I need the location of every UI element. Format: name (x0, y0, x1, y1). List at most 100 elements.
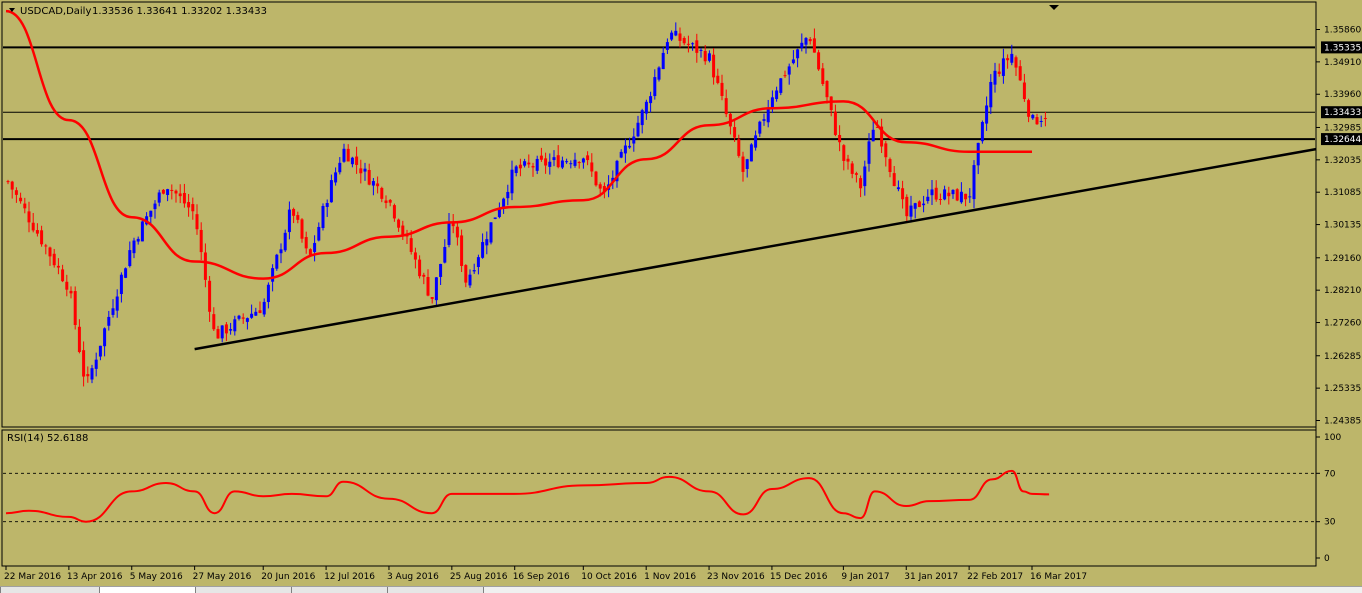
shift-marker-icon[interactable] (1049, 5, 1059, 10)
candle-body (938, 199, 942, 201)
candle-body (770, 97, 774, 108)
candle-body (800, 42, 804, 48)
candle-body (930, 189, 934, 196)
candle-body (510, 169, 514, 194)
rsi-tick-label: 30 (1324, 518, 1336, 528)
candle-body (989, 81, 993, 108)
candle-body (182, 192, 186, 204)
candle-body (313, 242, 317, 252)
candle-body (523, 161, 527, 166)
candle-body (796, 49, 800, 59)
candle-body (220, 325, 224, 339)
candle-body (842, 145, 846, 161)
candle-body (850, 163, 854, 174)
candle-body (1039, 120, 1043, 122)
horizontal-lines[interactable] (3, 46, 1315, 141)
candle-body (308, 249, 312, 255)
candle-body (594, 171, 598, 186)
candle-body (376, 183, 380, 187)
candle-body (266, 284, 270, 302)
candle-body (691, 43, 695, 45)
candle-body (300, 219, 304, 239)
candle-body (556, 155, 560, 168)
candle-body (762, 119, 766, 121)
candle-body (682, 38, 686, 44)
candle-body (224, 324, 228, 334)
candle-body (77, 326, 81, 353)
price-tick-label: 1.25335 (1324, 384, 1361, 394)
price-tags: 1.35335 1.33433 1.32644 (1321, 41, 1362, 146)
date-tick-label: 27 May 2016 (193, 572, 252, 582)
candle-body (329, 180, 333, 203)
candle-body (922, 203, 926, 206)
candle-body (699, 49, 703, 51)
candle-body (720, 82, 724, 96)
candle-body (1043, 118, 1047, 120)
candle-body (1027, 100, 1031, 117)
candle-body (262, 301, 266, 315)
date-tick-label: 16 Mar 2017 (1030, 572, 1087, 582)
candle-body (1018, 66, 1022, 81)
candle-body (502, 198, 506, 209)
date-tick-label: 20 Jun 2016 (261, 572, 315, 582)
date-tick-label: 23 Nov 2016 (707, 572, 765, 582)
candle-body (98, 345, 102, 357)
candle-body (426, 277, 430, 296)
collapse-triangle-icon[interactable] (9, 8, 15, 12)
candle-body (413, 252, 417, 260)
candle-body (976, 142, 980, 166)
date-tick-label: 12 Jul 2016 (324, 572, 375, 582)
candle-body (73, 291, 77, 326)
rsi-axis-ticks: 100 70 30 0 (1316, 433, 1341, 564)
candle-body (149, 210, 153, 217)
candle-body (69, 290, 73, 294)
candle-body (187, 202, 191, 208)
support-trendline[interactable] (194, 147, 1317, 351)
candle-body (695, 40, 699, 53)
candle-body (527, 162, 531, 165)
candle-body (972, 165, 976, 200)
candle-body (287, 209, 291, 233)
candle-body (644, 101, 648, 114)
candle-body (476, 257, 480, 268)
candle-body (31, 222, 35, 231)
candle-body (573, 159, 577, 166)
candle-body (846, 158, 850, 162)
candle-body (44, 245, 48, 247)
candle-body (468, 274, 472, 286)
candle-body (388, 199, 392, 203)
chart-tab[interactable] (387, 587, 484, 593)
price-panel-frame (1, 1, 1317, 428)
candle-body (569, 163, 573, 165)
candle-body (909, 205, 913, 217)
candle-body (161, 189, 165, 194)
candle-body (346, 148, 350, 162)
date-tick-label: 10 Oct 2016 (581, 572, 637, 582)
chart-tab[interactable] (99, 587, 196, 593)
candle-body (216, 329, 220, 339)
candle-body (871, 129, 875, 142)
chart-tab[interactable] (291, 587, 388, 593)
candle-body (791, 59, 795, 64)
candle-body (19, 197, 23, 202)
candle-body (581, 158, 585, 163)
candle-body (565, 161, 569, 163)
candle-body (623, 145, 627, 154)
candle-body (749, 144, 753, 162)
candle-body (338, 162, 342, 173)
chart-tab[interactable] (195, 587, 292, 593)
candle-body (783, 75, 787, 77)
price-tag (1321, 41, 1362, 54)
rsi-tick-label: 100 (1324, 433, 1341, 443)
candle-body (518, 164, 522, 169)
candle-body (804, 38, 808, 45)
chart-tab[interactable] (0, 587, 100, 593)
candle-body (203, 252, 207, 280)
candle-body (250, 313, 254, 318)
candle-body (1010, 53, 1014, 63)
candle-body (598, 184, 602, 189)
price-tick-label: 1.29160 (1324, 254, 1361, 264)
candle-body (10, 181, 14, 190)
candle-body (514, 166, 518, 174)
